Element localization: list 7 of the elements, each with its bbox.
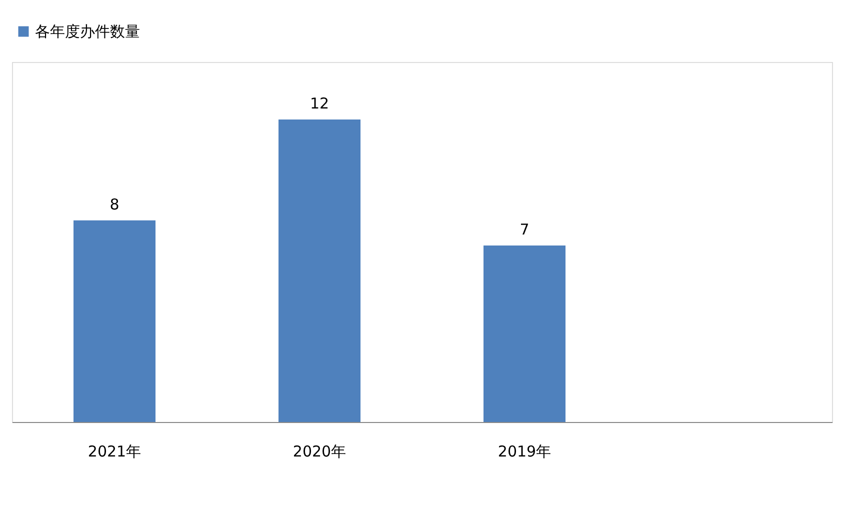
data-label: 7 [520,220,530,239]
data-label: 8 [110,195,120,214]
data-label: 12 [310,94,330,112]
x-tick-label: 2020年 [292,442,346,460]
x-tick-label: 2021年 [88,442,142,460]
x-tick-label: 2019年 [498,442,552,460]
legend-label: 各年度办件数量 [35,22,140,40]
